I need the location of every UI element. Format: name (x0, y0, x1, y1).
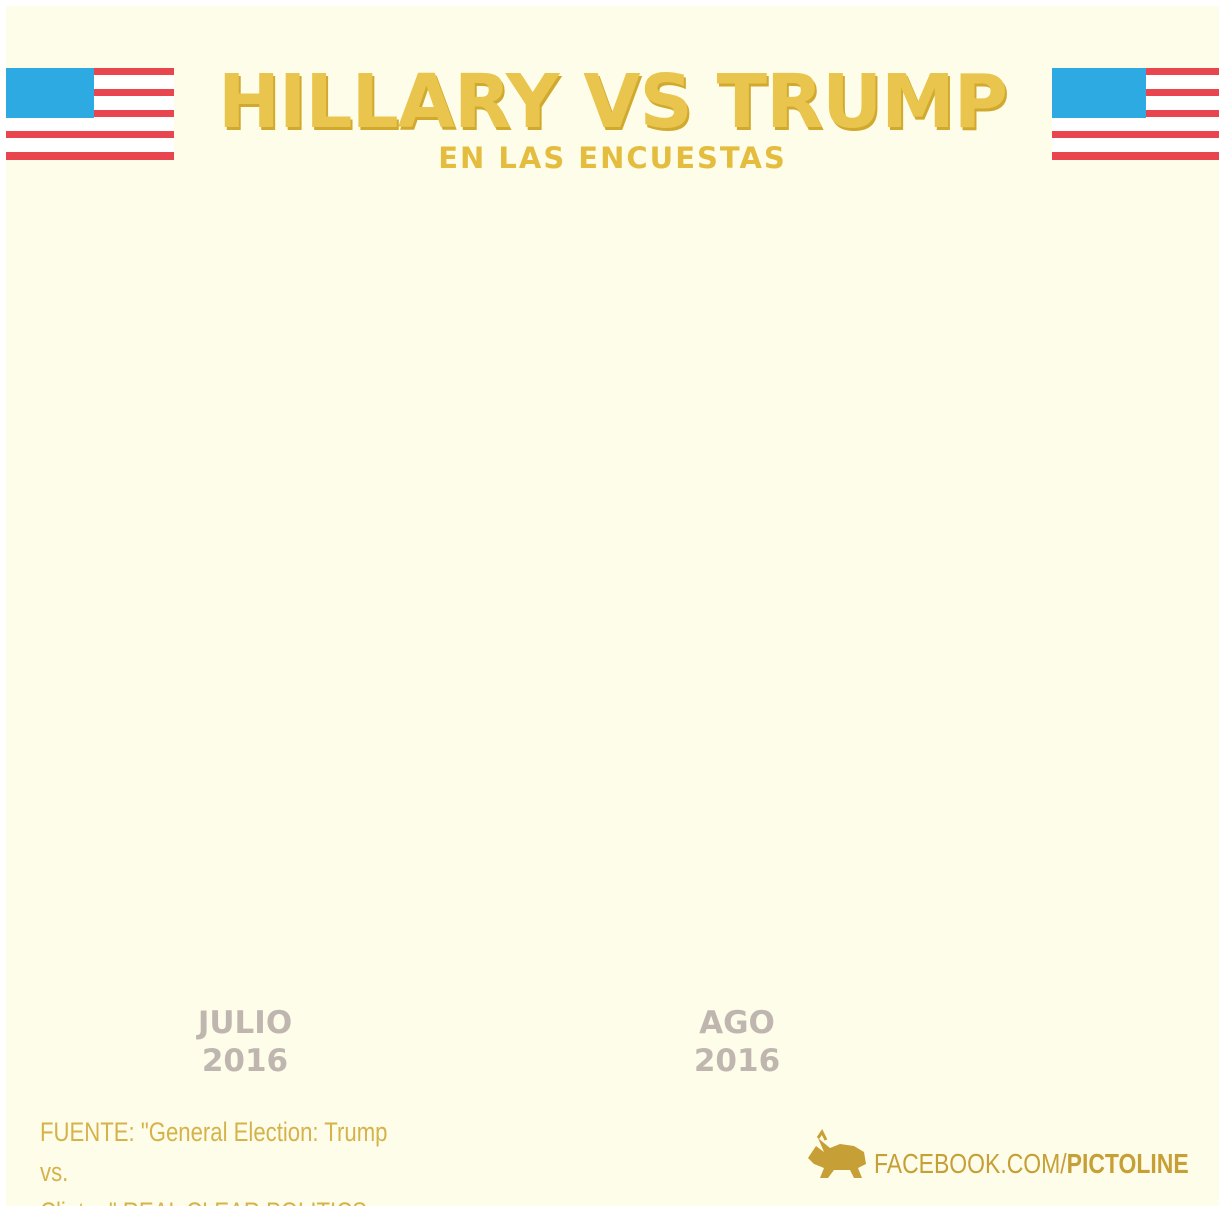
x-tick-label: JULIO 2016 (198, 1004, 292, 1080)
x-tick-year: 2016 (201, 1043, 289, 1079)
x-tick-month: JULIO (197, 1005, 293, 1041)
us-flag-right-icon (1052, 68, 1219, 160)
source-line-1: FUENTE: "General Election: Trump vs. (40, 1117, 388, 1187)
x-tick-year: 2016 (693, 1043, 781, 1079)
credit-brand: PICTOLINE (1066, 1148, 1189, 1179)
source-note: FUENTE: "General Election: Trump vs. Cli… (40, 1112, 417, 1206)
pictoline-logo-icon (808, 1129, 866, 1178)
credit-text: FACEBOOK.COM/PICTOLINE (874, 1148, 1189, 1180)
chart-title: HILLARY VS TRUMP (217, 59, 1008, 145)
plot-area (6, 186, 1219, 1006)
source-line-2: Clinton" REAL CLEAR POLITICS (40, 1192, 417, 1206)
chart-subtitle: EN LAS ENCUESTAS (438, 141, 787, 175)
credit-prefix: FACEBOOK.COM/ (874, 1148, 1067, 1179)
x-tick-month: AGO (699, 1005, 775, 1041)
us-flag-left-icon (6, 68, 174, 160)
x-tick-month: S (1218, 1004, 1219, 1042)
infographic-canvas: HILLARY VS TRUMP EN LAS ENCUESTAS JULIO 2… (6, 6, 1219, 1206)
facebook-credit-link[interactable]: FACEBOOK.COM/PICTOLINE (804, 1126, 1204, 1186)
x-tick-label: AGO 2016 (694, 1004, 780, 1080)
